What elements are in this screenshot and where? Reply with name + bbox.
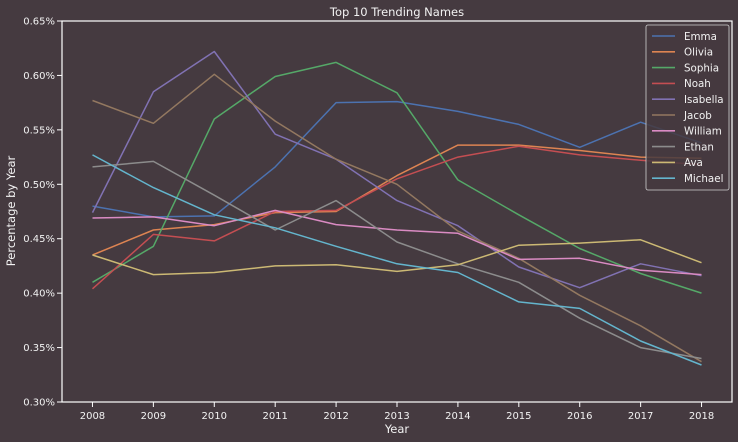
legend-label: Emma <box>684 31 717 43</box>
y-axis: 0.30% 0.35% 0.40% 0.45% 0.50% 0.55% 0.60% 0.65% <box>23 17 62 409</box>
series-lines <box>91 50 702 366</box>
legend-box <box>645 24 730 191</box>
y-tick-label: 0.60% <box>23 71 55 82</box>
legend-label: Noah <box>684 78 711 90</box>
series-line-olivia <box>92 144 702 256</box>
legend-label: Sophia <box>684 62 719 74</box>
x-tick-label: 2008 <box>80 411 105 422</box>
y-tick-label: 0.55% <box>23 125 55 136</box>
x-tick-label: 2015 <box>506 411 531 422</box>
x-tick-label: 2018 <box>689 411 714 422</box>
x-axis: 2008 2009 2010 2011 2012 2013 2014 2015 2016 2017… <box>80 402 714 422</box>
x-axis-label: Year <box>384 422 410 436</box>
legend-label: Olivia <box>684 47 713 59</box>
y-tick-label: 0.45% <box>23 234 55 245</box>
x-tick-label: 2009 <box>141 411 166 422</box>
series-line-isabella <box>91 50 702 289</box>
series-line-ethan <box>92 160 702 360</box>
legend-label: Ava <box>684 157 703 169</box>
legend-label: Jacob <box>683 110 712 122</box>
y-tick-label: 0.50% <box>23 180 55 191</box>
series-line-noah <box>92 145 702 290</box>
y-tick-label: 0.65% <box>23 17 55 28</box>
x-tick-label: 2011 <box>262 411 287 422</box>
series-line-william <box>92 209 702 276</box>
legend: Emma Olivia Sophia Noah Isabella Jacob William… <box>645 24 730 191</box>
y-tick-label: 0.40% <box>23 289 55 300</box>
series-line-sophia <box>92 61 702 294</box>
series-line-ava <box>92 239 702 276</box>
x-tick-label: 2017 <box>628 411 653 422</box>
x-tick-label: 2016 <box>567 411 592 422</box>
series-line-michael <box>92 154 702 366</box>
x-tick-label: 2010 <box>202 411 227 422</box>
legend-label: Michael <box>684 173 723 185</box>
series-line-emma <box>92 100 702 218</box>
legend-label: William <box>684 126 722 138</box>
x-tick-label: 2013 <box>384 411 409 422</box>
plot-frame <box>61 20 733 403</box>
legend-label: Ethan <box>684 141 714 153</box>
y-axis-label: Percentage by Year <box>4 156 18 267</box>
series-line-jacob <box>92 73 702 363</box>
x-tick-label: 2014 <box>445 411 470 422</box>
y-tick-label: 0.35% <box>23 343 55 354</box>
legend-label: Isabella <box>684 94 724 106</box>
chart-title: Top 10 Trending Names <box>329 5 464 19</box>
y-tick-label: 0.30% <box>23 398 55 409</box>
x-tick-label: 2012 <box>323 411 348 422</box>
